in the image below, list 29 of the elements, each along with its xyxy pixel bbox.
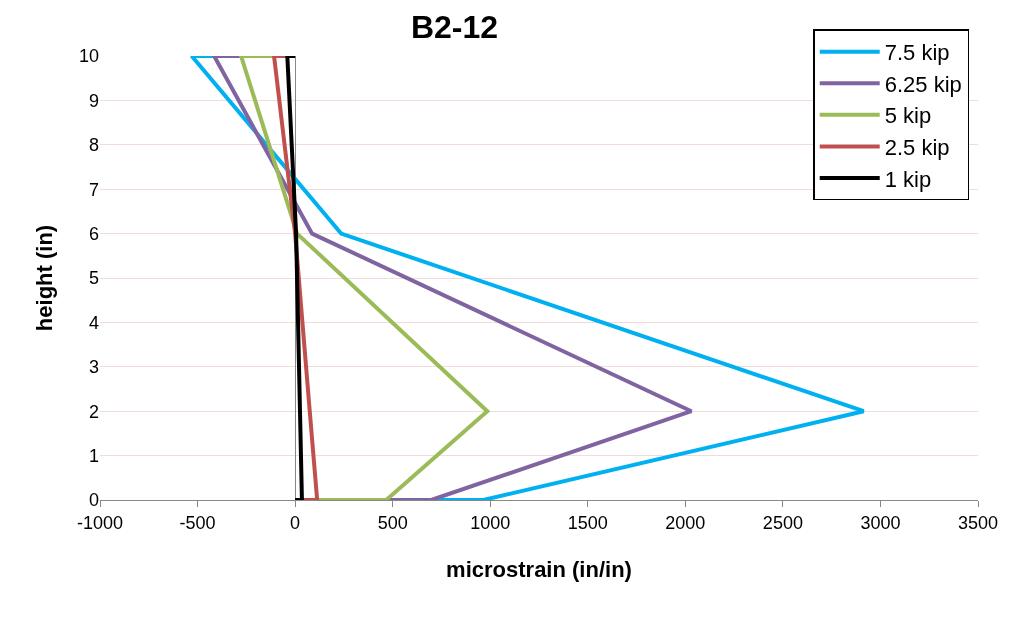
x-tick-label: 500	[377, 512, 408, 533]
chart-title: B2-12	[410, 8, 499, 45]
legend-label: 1 kip	[884, 166, 932, 192]
y-tick-label: 0	[88, 490, 99, 511]
x-tick-label: 2500	[762, 512, 803, 533]
x-tick-label: 3000	[860, 512, 901, 533]
y-tick-label: 1	[88, 445, 99, 466]
y-tick-label: 6	[88, 223, 99, 244]
legend-label: 6.25 kip	[884, 71, 962, 97]
y-tick-label: 8	[88, 135, 99, 156]
y-tick-label: 10	[78, 46, 99, 67]
legend-label: 2.5 kip	[884, 135, 950, 161]
y-axis-title: height (in)	[31, 224, 57, 332]
y-tick-label: 7	[88, 179, 99, 200]
y-tick-label: 4	[88, 312, 99, 333]
x-axis-title: microstrain (in/in)	[446, 557, 632, 583]
legend-label: 7.5 kip	[884, 40, 950, 66]
legend-label: 5 kip	[884, 103, 932, 129]
x-tick-label: 2000	[665, 512, 706, 533]
y-tick-label: 2	[88, 401, 99, 422]
y-tick-label: 5	[88, 268, 99, 289]
x-tick-label: -500	[179, 512, 216, 533]
y-tick-label: 9	[88, 90, 99, 111]
x-tick-label: 1000	[470, 512, 511, 533]
x-tick-label: 0	[290, 512, 301, 533]
x-tick-label: 3500	[957, 512, 999, 533]
y-tick-label: 3	[88, 357, 99, 378]
x-tick-label: 1500	[567, 512, 608, 533]
x-tick-label: -1000	[76, 512, 124, 533]
